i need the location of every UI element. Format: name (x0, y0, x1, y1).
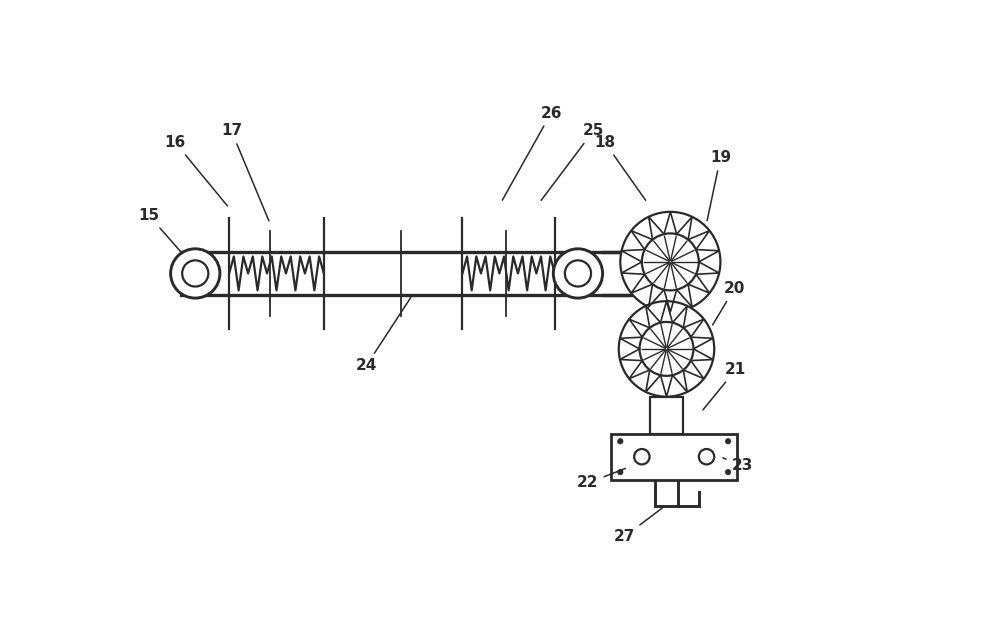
Text: 21: 21 (703, 362, 746, 410)
Text: 20: 20 (713, 281, 745, 325)
Circle shape (182, 260, 208, 287)
Text: 15: 15 (138, 208, 181, 252)
Text: 17: 17 (221, 123, 269, 221)
Circle shape (642, 233, 699, 291)
Circle shape (620, 212, 720, 312)
Bar (611, 434, 737, 480)
Circle shape (725, 469, 731, 475)
Text: 18: 18 (594, 135, 646, 200)
Text: 24: 24 (356, 297, 411, 373)
Bar (650, 397, 683, 434)
Text: 26: 26 (502, 106, 562, 200)
Text: 19: 19 (707, 151, 731, 221)
Text: 27: 27 (613, 508, 663, 544)
Circle shape (618, 439, 623, 444)
Text: 23: 23 (723, 458, 753, 473)
Circle shape (725, 439, 731, 444)
Circle shape (565, 260, 591, 287)
Circle shape (553, 249, 603, 298)
Circle shape (171, 249, 220, 298)
Text: 16: 16 (165, 135, 227, 206)
Text: 22: 22 (577, 469, 625, 490)
Bar (656, 282, 666, 326)
Text: 25: 25 (541, 123, 604, 200)
Circle shape (619, 301, 714, 397)
Circle shape (640, 322, 693, 376)
Circle shape (618, 469, 623, 475)
